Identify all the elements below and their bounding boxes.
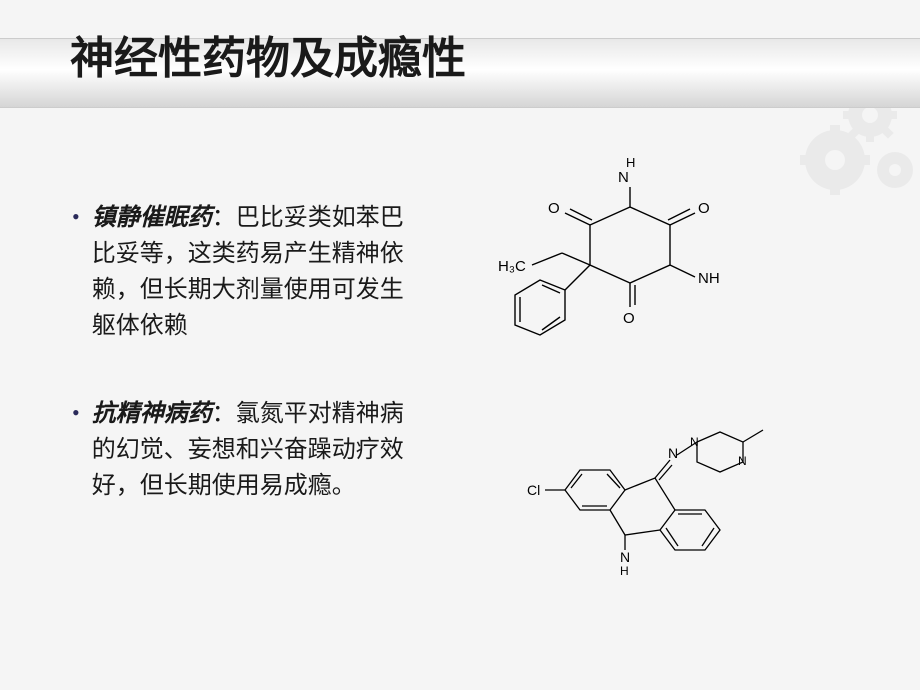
molecule-phenobarbital: N H O O NH O H₃C	[470, 145, 760, 340]
bullet-text: 抗精神病药：氯氮平对精神病的幻觉、妄想和兴奋躁动疗效好，但长期使用易成瘾。	[92, 396, 412, 504]
bullet-dot: •	[72, 400, 80, 426]
atom-cl: Cl	[527, 482, 540, 498]
molecule-clozapine: Cl N N N N H	[525, 400, 780, 580]
atom-h: H	[620, 564, 629, 578]
atom-h: H	[626, 155, 635, 170]
atom-n: N	[668, 445, 678, 461]
bullet-text: 镇静催眠药：巴比妥类如苯巴比妥等，这类药易产生精神依赖，但长期大剂量使用可发生躯…	[92, 200, 412, 344]
atom-n: N	[618, 169, 629, 186]
atom-ch3: H₃C	[498, 258, 526, 275]
atom-nh: NH	[698, 270, 720, 287]
bullet-item: • 抗精神病药：氯氮平对精神病的幻觉、妄想和兴奋躁动疗效好，但长期使用易成瘾。	[72, 396, 412, 504]
content-area: • 镇静催眠药：巴比妥类如苯巴比妥等，这类药易产生精神依赖，但长期大剂量使用可发…	[72, 200, 412, 556]
atom-o: O	[623, 310, 635, 327]
atom-o: O	[548, 200, 560, 217]
bullet-label: 抗精神病药	[92, 401, 212, 427]
bullet-item: • 镇静催眠药：巴比妥类如苯巴比妥等，这类药易产生精神依赖，但长期大剂量使用可发…	[72, 200, 412, 344]
atom-n: N	[690, 435, 699, 449]
slide-title: 神经性药物及成瘾性	[70, 22, 466, 86]
bullet-label: 镇静催眠药	[92, 205, 212, 231]
atom-n: N	[738, 454, 747, 468]
atom-n: N	[620, 549, 630, 565]
atom-o: O	[698, 200, 710, 217]
bullet-dot: •	[72, 204, 80, 230]
